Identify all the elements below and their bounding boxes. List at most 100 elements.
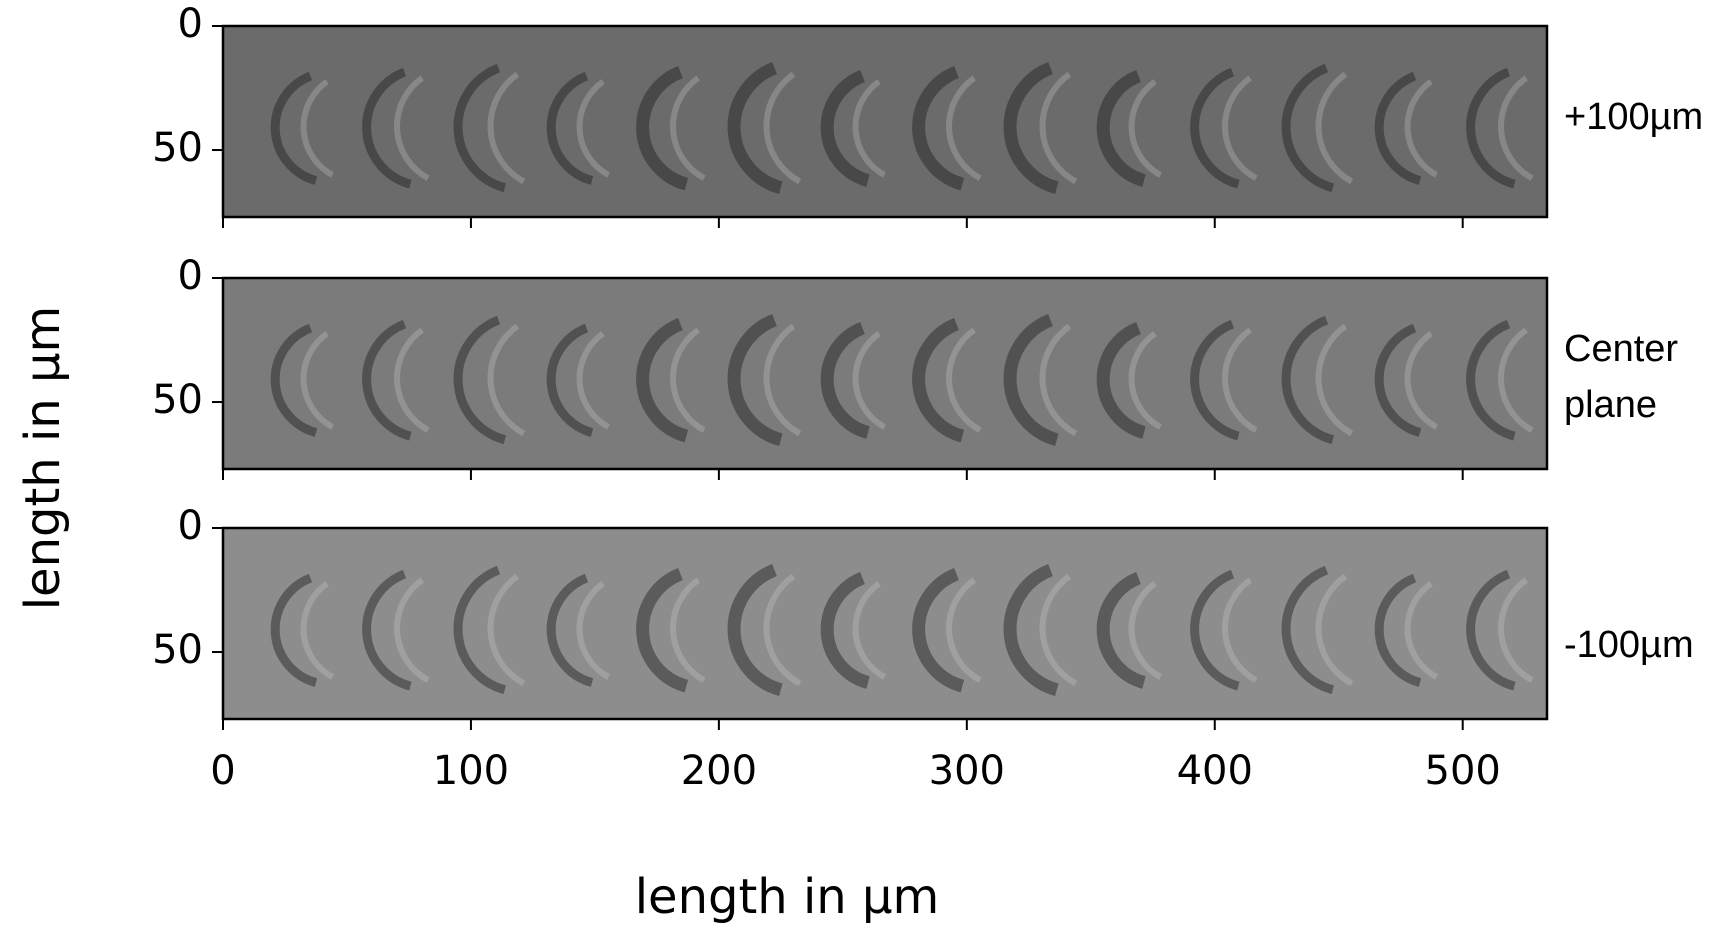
wave-arc-light — [1128, 581, 1162, 680]
wave-arc — [1374, 323, 1422, 437]
wave-arc-light — [487, 71, 526, 185]
wave-arc — [362, 67, 412, 189]
wave-arc-light — [1498, 327, 1534, 433]
wave-arc — [1374, 573, 1422, 687]
wave-arc — [820, 69, 870, 187]
image-frame — [221, 276, 1549, 471]
wave-arc — [912, 65, 965, 191]
x-tick-label: 400 — [1177, 748, 1253, 794]
wave-arc-light — [576, 79, 610, 178]
panel-label: +100µm — [1564, 96, 1704, 138]
wave-arc — [727, 61, 783, 195]
wave-arc-light — [763, 71, 802, 185]
wave-arc-light — [852, 79, 886, 178]
wave-arc-light — [763, 323, 802, 437]
wave-arc — [820, 321, 870, 439]
wave-arc — [1096, 69, 1146, 187]
wave-arc-light — [300, 581, 334, 680]
wave-arc-light — [1404, 581, 1438, 680]
wave-arc — [453, 565, 507, 695]
wave-arc-light — [576, 331, 610, 430]
wave-arc-light — [487, 323, 526, 437]
wave-arc-light — [852, 581, 886, 680]
image-frame — [221, 526, 1549, 721]
wave-arc — [1281, 315, 1335, 445]
wave-arc-light — [670, 75, 706, 181]
wave-arc — [636, 65, 689, 191]
wave-arc — [1003, 61, 1059, 195]
wave-arc — [1281, 565, 1335, 695]
wave-arc — [1466, 569, 1516, 691]
wave-arc-light — [394, 327, 430, 433]
wave-arc — [1281, 63, 1335, 193]
image-texture — [270, 61, 1534, 195]
y-tick-label: 0 — [178, 253, 203, 299]
y-axis-label: length in μm — [15, 306, 71, 611]
wave-arc — [1374, 71, 1422, 185]
image-panel — [223, 26, 1547, 217]
wave-arc — [270, 323, 318, 437]
wave-arc-light — [852, 331, 886, 430]
wave-arc — [727, 563, 783, 697]
wave-arc — [912, 317, 965, 443]
wave-arc — [1190, 569, 1240, 691]
image-panel — [223, 528, 1547, 719]
wave-arc-light — [394, 75, 430, 181]
wave-arc — [636, 317, 689, 443]
wave-arc — [1466, 319, 1516, 441]
x-tick-label: 200 — [681, 748, 757, 794]
wave-arc-light — [1039, 71, 1078, 185]
y-tick-label: 0 — [178, 503, 203, 549]
wave-arc-light — [1128, 79, 1162, 178]
x-tick-label: 500 — [1425, 748, 1501, 794]
wave-arc — [636, 567, 689, 693]
y-tick-label: 50 — [152, 627, 203, 673]
image-frame — [221, 24, 1549, 219]
wave-arc — [1096, 321, 1146, 439]
wave-arc-light — [763, 573, 802, 687]
y-tick-label: 50 — [152, 125, 203, 171]
wave-arc — [453, 315, 507, 445]
wave-arc — [453, 63, 507, 193]
wave-arc — [1096, 571, 1146, 689]
wave-arc-light — [300, 331, 334, 430]
wave-arc-light — [1039, 573, 1078, 687]
wave-arc-light — [670, 577, 706, 683]
wave-arc-light — [576, 581, 610, 680]
x-tick-label: 100 — [433, 748, 509, 794]
y-tick-label: 0 — [178, 1, 203, 47]
panel-label: -100µm — [1564, 624, 1694, 666]
wave-arc — [820, 571, 870, 689]
wave-arc-light — [487, 573, 526, 687]
wave-arc-light — [1222, 577, 1258, 683]
wave-arc — [727, 313, 783, 447]
wave-arc-light — [1404, 331, 1438, 430]
image-panel — [223, 278, 1547, 469]
wave-arc-light — [1498, 577, 1534, 683]
wave-arc — [1003, 313, 1059, 447]
x-tick-label: 300 — [929, 748, 1005, 794]
wave-arc-light — [1315, 573, 1354, 687]
wave-arc-light — [1315, 71, 1354, 185]
wave-arc-light — [946, 577, 982, 683]
wave-arc — [1190, 319, 1240, 441]
wave-arc — [270, 71, 318, 185]
wave-arc-light — [946, 327, 982, 433]
wave-arc — [546, 573, 594, 687]
wave-arc-light — [1404, 79, 1438, 178]
wave-arc — [270, 573, 318, 687]
wave-arc-light — [1222, 327, 1258, 433]
image-texture — [270, 313, 1534, 447]
wave-arc — [1003, 563, 1059, 697]
x-axis-label: length in μm — [635, 869, 940, 925]
wave-arc-light — [394, 577, 430, 683]
wave-arc — [546, 71, 594, 185]
panel-label: Center plane — [1564, 328, 1679, 426]
wave-arc — [1190, 67, 1240, 189]
wave-arc — [1466, 67, 1516, 189]
wave-arc — [546, 323, 594, 437]
wave-arc — [912, 567, 965, 693]
wave-arc-light — [1039, 323, 1078, 437]
wave-arc-light — [300, 79, 334, 178]
y-tick-label: 50 — [152, 377, 203, 423]
